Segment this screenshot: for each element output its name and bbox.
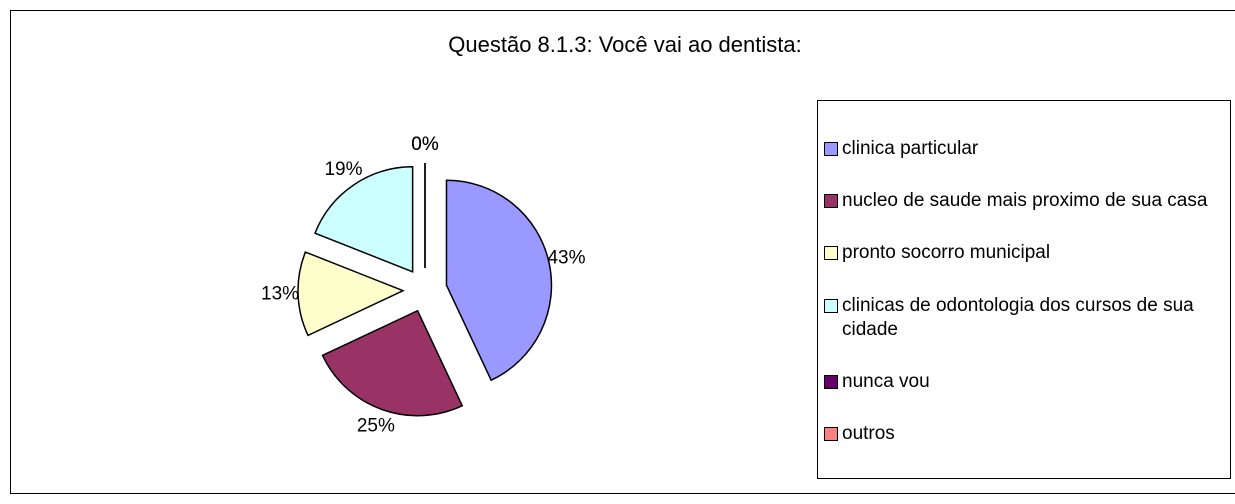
pie-slice: [314, 166, 414, 273]
legend-label: outros: [842, 422, 895, 444]
legend-swatch: [824, 374, 838, 389]
legend-swatch: [824, 298, 838, 313]
data-label: 43%: [547, 247, 585, 268]
data-label: 0%: [411, 134, 439, 155]
data-label: 13%: [261, 284, 299, 305]
legend-label: pronto socorro municipal: [842, 242, 1051, 264]
chart-title: Questão 8.1.3: Você vai ao dentista:: [448, 32, 801, 57]
legend-label: clinicas de odontologia dos cursos de su…: [842, 294, 1194, 340]
legend-item: pronto socorro municipal: [824, 241, 1226, 265]
data-label: 0%: [411, 134, 439, 155]
pie-slice: [445, 179, 553, 382]
legend-swatch: [824, 246, 838, 261]
legend-swatch: [824, 142, 838, 157]
legend-label: nunca vou: [842, 370, 930, 392]
legend-label: nucleo de saude mais proximo de sua casa: [842, 190, 1208, 212]
legend-item: outros: [824, 422, 1226, 446]
legend-label: clinica particular: [842, 138, 979, 160]
data-label: 25%: [357, 415, 395, 436]
pie-slice: [297, 251, 405, 337]
legend-swatch: [824, 426, 838, 441]
data-label: 19%: [324, 159, 362, 180]
legend-item: nunca vou: [824, 370, 1226, 394]
chart-border: [10, 10, 1235, 494]
pie-slice: [321, 309, 464, 417]
legend-swatch: [824, 194, 838, 209]
legend-item: clinicas de odontologia dos cursos de su…: [824, 294, 1226, 342]
legend: clinica particular nucleo de saude mais p…: [817, 100, 1231, 479]
legend-item: clinica particular: [824, 137, 1226, 161]
legend-item: nucleo de saude mais proximo de sua casa: [824, 189, 1226, 213]
